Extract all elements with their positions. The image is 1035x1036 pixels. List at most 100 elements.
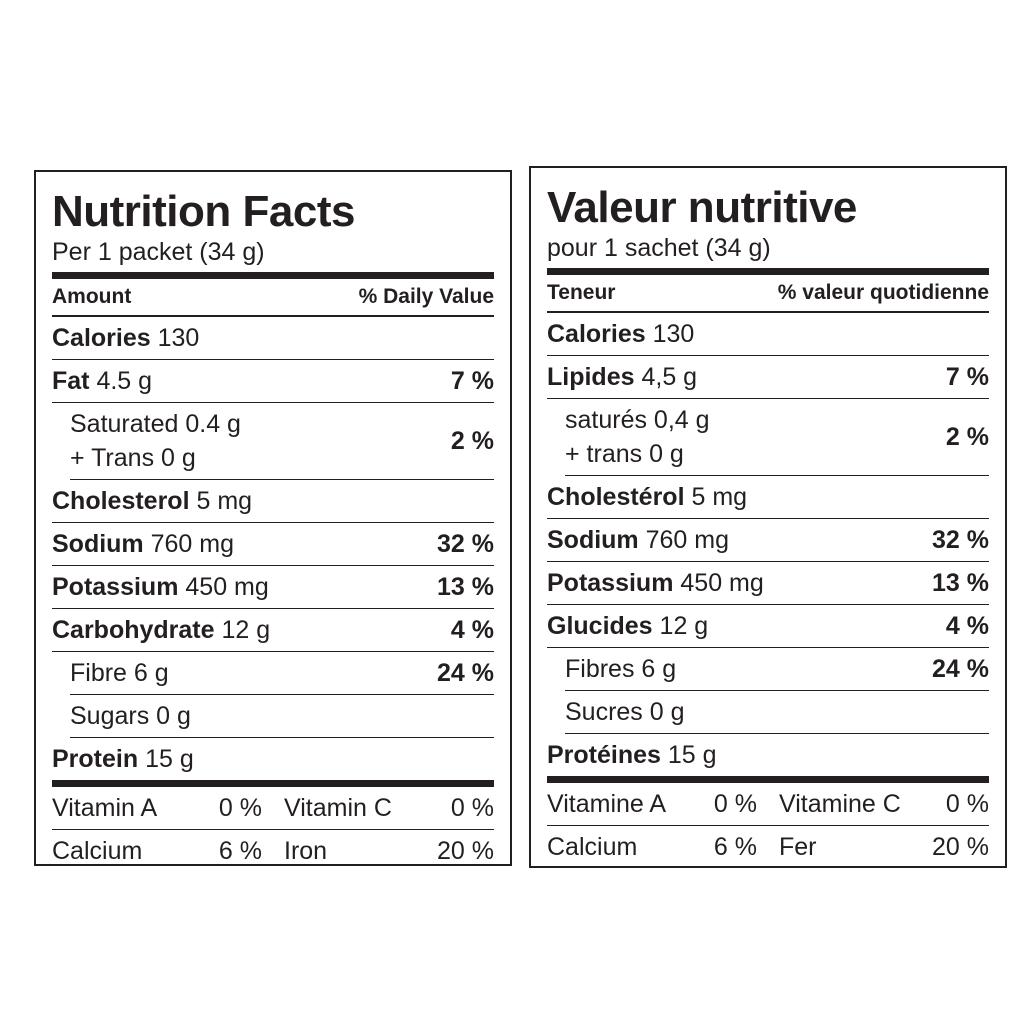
amount-header: Teneur [547,281,616,304]
protein-value: 15 g [667,740,717,769]
thick-divider [52,272,494,279]
trans-label: + trans 0 g [565,440,684,468]
calcium-value: 6 % [218,836,262,865]
mineral-row: Calcium 6 % Iron 20 % [52,830,494,872]
fat-value: 4,5 g [641,362,698,391]
carbohydrate-dv: 4 % [450,615,494,644]
sodium-label: Sodium [52,529,144,558]
amount-header: Amount [52,285,132,308]
fibre-row: Fibres 6 g 24 % [565,648,989,691]
carbohydrate-row: Glucides 12 g 4 % [547,605,989,648]
mineral-row: Calcium 6 % Fer 20 % [547,826,989,868]
sodium-row: Sodium 760 mg 32 % [52,523,494,566]
potassium-value: 450 mg [680,568,764,597]
potassium-label: Potassium [547,568,674,597]
saturated-dv: 2 % [945,422,989,451]
serving-size: Per 1 packet (34 g) [52,238,265,266]
nutrition-facts-panel-fr: Valeur nutritive pour 1 sachet (34 g) Te… [529,166,1007,868]
saturated-dv: 2 % [450,426,494,455]
calories-value: 130 [652,319,695,348]
vitamin-row: Vitamine A 0 % Vitamine C 0 % [547,783,989,826]
saturated-label: saturés 0,4 g [565,406,710,434]
thick-divider [52,780,494,787]
saturated-label: Saturated 0.4 g [70,410,241,438]
sugars-label: Sugars 0 g [70,701,191,730]
calories-row: Calories 130 [547,313,989,356]
vitamin-a-label: Vitamin A [52,793,158,822]
potassium-label: Potassium [52,572,179,601]
fibre-row: Fibre 6 g 24 % [70,652,494,695]
carbohydrate-row: Carbohydrate 12 g 4 % [52,609,494,652]
panel-title: Nutrition Facts [52,187,355,236]
fibre-label: Fibre 6 g [70,658,169,687]
carbohydrate-value: 12 g [221,615,271,644]
cholesterol-label: Cholestérol [547,482,685,511]
protein-row: Protéines 15 g [547,734,989,776]
fibre-dv: 24 % [932,654,989,683]
fat-label: Lipides [547,362,635,391]
fat-row: Lipides 4,5 g 7 % [547,356,989,399]
vitamin-a-value: 0 % [713,789,757,818]
calcium-label: Calcium [52,836,143,865]
fat-label: Fat [52,366,90,395]
protein-label: Protéines [547,740,661,769]
potassium-dv: 13 % [932,568,989,597]
calories-label: Calories [52,323,151,352]
potassium-value: 450 mg [185,572,269,601]
protein-value: 15 g [145,744,194,773]
iron-label: Fer [779,832,817,861]
sodium-label: Sodium [547,525,639,554]
trans-label: + Trans 0 g [70,444,196,472]
carbohydrate-label: Carbohydrate [52,615,215,644]
potassium-row: Potassium 450 mg 13 % [52,566,494,609]
calcium-value: 6 % [713,832,757,861]
fibre-dv: 24 % [437,658,494,687]
saturated-trans-row: Saturated 0.4 g + Trans 0 g 2 % [70,403,494,480]
sodium-dv: 32 % [932,525,989,554]
sodium-dv: 32 % [437,529,494,558]
cholesterol-row: Cholesterol 5 mg [52,480,494,523]
vitamin-c-label: Vitamine C [779,789,901,818]
daily-value-header: % Daily Value [358,285,494,308]
protein-row: Protein 15 g [52,738,494,780]
sugars-row: Sugars 0 g [70,695,494,738]
fibre-label: Fibres 6 g [565,654,677,683]
vitamin-c-value: 0 % [450,793,494,822]
sugars-row: Sucres 0 g [565,691,989,734]
fat-value: 4.5 g [96,366,153,395]
iron-value: 20 % [932,832,989,861]
calcium-label: Calcium [547,832,638,861]
calories-value: 130 [157,323,200,352]
sodium-row: Sodium 760 mg 32 % [547,519,989,562]
nutrition-facts-panel-en: Nutrition Facts Per 1 packet (34 g) Amou… [34,170,512,866]
fat-dv: 7 % [450,366,494,395]
vitamin-c-value: 0 % [945,789,989,818]
column-header: Teneur % valeur quotidienne [547,275,989,313]
sodium-value: 760 mg [150,529,235,558]
fat-dv: 7 % [945,362,989,391]
vitamin-row: Vitamin A 0 % Vitamin C 0 % [52,787,494,830]
carbohydrate-value: 12 g [659,611,709,640]
potassium-dv: 13 % [437,572,494,601]
carbohydrate-label: Glucides [547,611,653,640]
cholesterol-value: 5 mg [196,486,253,515]
protein-label: Protein [52,744,139,773]
potassium-row: Potassium 450 mg 13 % [547,562,989,605]
calories-label: Calories [547,319,646,348]
calories-row: Calories 130 [52,317,494,360]
cholesterol-label: Cholesterol [52,486,190,515]
cholesterol-value: 5 mg [691,482,748,511]
vitamin-a-value: 0 % [218,793,262,822]
iron-label: Iron [284,836,328,865]
iron-value: 20 % [437,836,494,865]
vitamin-c-label: Vitamin C [284,793,392,822]
cholesterol-row: Cholestérol 5 mg [547,476,989,519]
serving-size: pour 1 sachet (34 g) [547,234,771,262]
panel-title: Valeur nutritive [547,183,857,232]
saturated-trans-row: saturés 0,4 g + trans 0 g 2 % [565,399,989,476]
thick-divider [547,776,989,783]
sugars-label: Sucres 0 g [565,697,685,726]
thick-divider [547,268,989,275]
fat-row: Fat 4.5 g 7 % [52,360,494,403]
carbohydrate-dv: 4 % [945,611,989,640]
